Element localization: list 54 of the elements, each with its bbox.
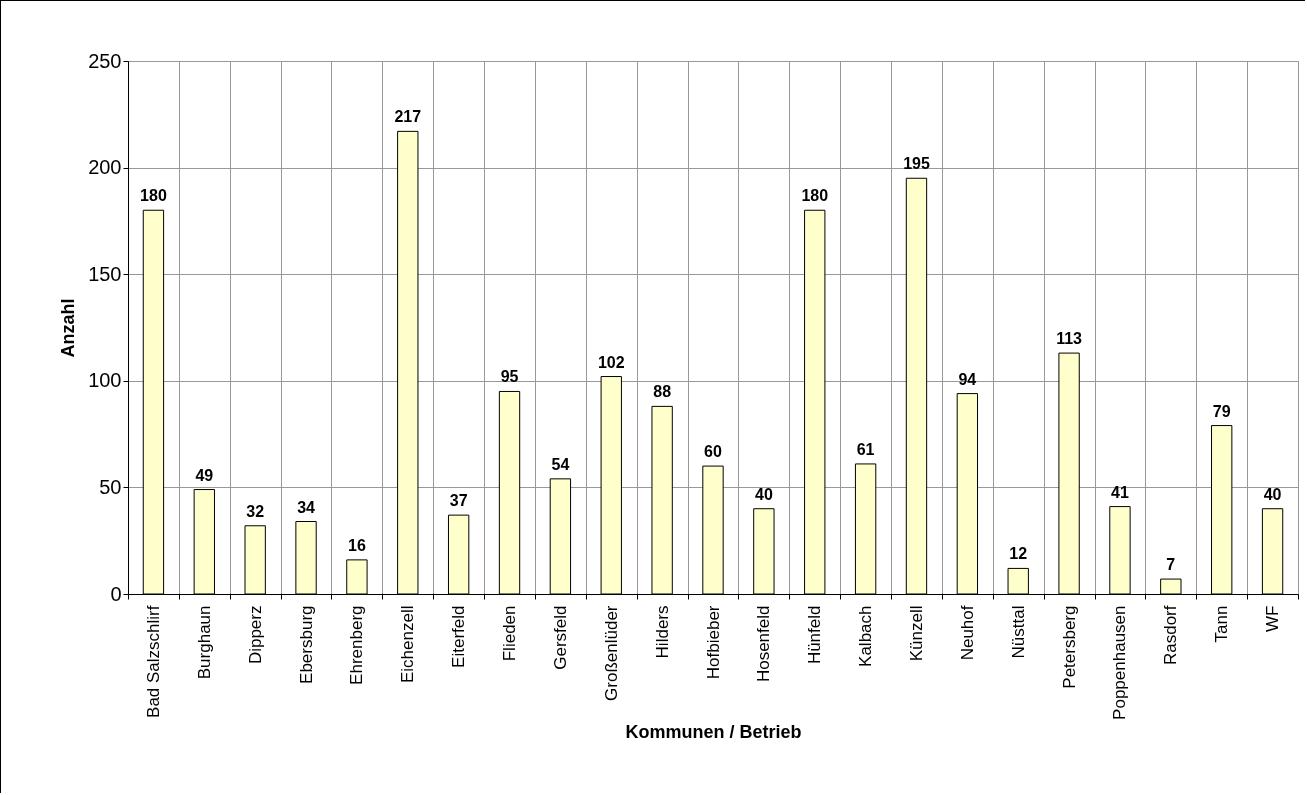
x-tick-label: Nüsttal	[1008, 605, 1028, 659]
y-tick-label: 0	[110, 582, 122, 605]
x-tick-label: Ehrenberg	[347, 605, 367, 685]
data-label: 61	[856, 440, 875, 458]
data-label: 40	[1263, 485, 1282, 503]
x-tick-label: Großenlüder	[601, 605, 621, 701]
data-label: 195	[903, 155, 930, 173]
data-label: 94	[958, 370, 977, 388]
data-label: 12	[1009, 545, 1028, 563]
data-label: 180	[801, 187, 829, 205]
data-label: 102	[597, 353, 625, 371]
data-label: 34	[297, 498, 316, 516]
x-tick-label: Hosenfeld	[754, 605, 774, 683]
data-label: 217	[394, 108, 422, 126]
x-tick-label: Hünfeld	[805, 605, 825, 665]
x-tick-label: Eichenzell	[398, 605, 418, 683]
x-tick-label: Künzell	[906, 605, 926, 662]
x-tick-label: Dipperz	[245, 605, 265, 665]
y-axis-title: Anzahl	[58, 298, 79, 358]
data-label: 32	[246, 502, 265, 520]
x-tick-label: Ebersburg	[296, 605, 316, 684]
y-tick-label: 150	[88, 262, 122, 285]
y-tick-label: 50	[99, 475, 122, 498]
x-tick-label: Flieden	[500, 605, 520, 662]
x-tick-label: Eiterfeld	[449, 605, 469, 668]
x-tick-label: Poppenhausen	[1110, 605, 1130, 720]
data-label: 113	[1056, 330, 1083, 348]
y-tick-label: 250	[88, 49, 122, 72]
data-label: 7	[1166, 556, 1176, 574]
data-label: 37	[449, 492, 468, 510]
data-label: 54	[551, 455, 570, 473]
data-label: 60	[704, 443, 722, 461]
data-label: 40	[754, 485, 773, 503]
data-label: 88	[653, 383, 672, 401]
x-tick-label: Kalbach	[856, 605, 876, 667]
x-tick-label: Burghaun	[194, 605, 214, 680]
data-label: 180	[140, 187, 167, 205]
x-tick-label: Rasdorf	[1161, 605, 1181, 666]
data-label: 41	[1111, 483, 1129, 501]
data-label: 79	[1212, 402, 1231, 420]
x-tick-label: Hofbieber	[703, 605, 723, 680]
data-label: 49	[195, 466, 214, 484]
x-tick-label: Bad Salzschlirf	[143, 605, 163, 718]
x-tick-label: Petersberg	[1059, 605, 1079, 689]
data-label: 95	[500, 368, 519, 386]
data-label: 16	[348, 536, 366, 554]
x-tick-label: WF	[1263, 605, 1283, 632]
y-tick-label: 100	[88, 369, 122, 392]
y-tick-label: 200	[88, 156, 122, 179]
x-axis-title: Kommunen / Betrieb	[625, 721, 802, 742]
x-tick-label: Gersfeld	[550, 605, 570, 670]
x-tick-label: Hilders	[652, 605, 672, 659]
x-tick-label: Tann	[1212, 605, 1232, 643]
x-tick-label: Neuhof	[957, 605, 977, 661]
